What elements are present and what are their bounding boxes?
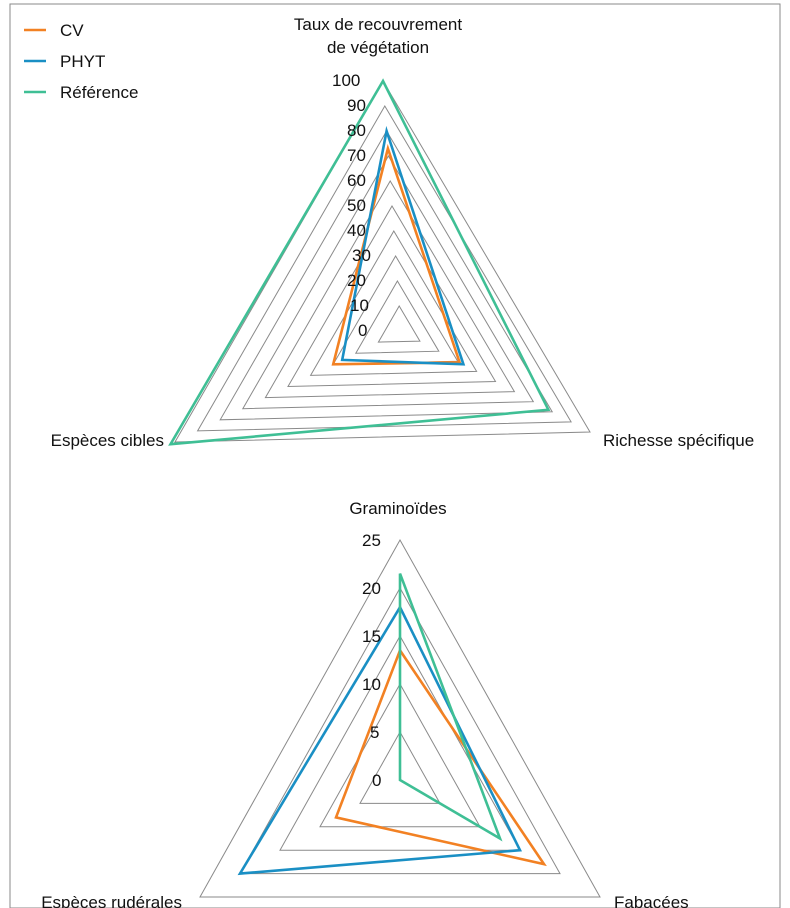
legend-label-cv: CV: [60, 21, 84, 40]
tick-label: 30: [352, 246, 371, 265]
axis-label-especes-ruderales: Espèces rudérales: [41, 893, 182, 908]
grid-ring: [241, 155, 535, 410]
radar-tick-labels: 0 5 10 15 20 25: [362, 531, 381, 790]
legend-item-phyt: PHYT: [24, 52, 105, 71]
axis-label-especes-cibles: Espèces cibles: [51, 431, 164, 450]
tick-label: 20: [347, 271, 366, 290]
radar-tick-labels: 0 10 20 30 40 50 60 70 80 90 100: [332, 71, 371, 340]
tick-label: 50: [347, 196, 366, 215]
tick-label: 0: [358, 321, 367, 340]
axis-label-richesse-specifique: Richesse spécifique: [603, 431, 754, 450]
legend-item-cv: CV: [24, 21, 84, 40]
tick-label: 90: [347, 96, 366, 115]
tick-label: 20: [362, 579, 381, 598]
tick-label: 10: [362, 675, 381, 694]
tick-label: 80: [347, 121, 366, 140]
axis-label-taux-de-recouvrement-de-vegetation: Taux de recouvrement: [294, 15, 462, 34]
tick-label: 40: [347, 221, 366, 240]
grid-ring: [264, 180, 516, 399]
legend-label-reference: Référence: [60, 83, 138, 102]
tick-label: 70: [347, 146, 366, 165]
grid-ring: [377, 305, 421, 343]
grid-ring: [359, 730, 441, 804]
tick-label: 0: [372, 771, 381, 790]
series-line-phyt: [340, 125, 466, 366]
grid-ring: [219, 130, 554, 421]
axis-label-fabacees: Fabacées: [614, 893, 689, 908]
tick-label: 15: [362, 627, 381, 646]
axis-label-taux-de-recouvrement-de-vegetation: de végétation: [327, 38, 429, 57]
radar-series-group: [237, 573, 547, 876]
grid-ring: [239, 586, 561, 875]
radar-chart-2: 0 5 10 15 20 25 Graminoïdes Fabacées Espèces rud…: [41, 499, 688, 908]
tick-label: 10: [350, 296, 369, 315]
series-line-cv: [331, 143, 462, 366]
series-line-cv: [334, 647, 547, 867]
tick-label: 25: [362, 531, 381, 550]
series-line-reference: [398, 573, 503, 842]
radar-axis-labels: Taux de recouvrement de végétation Richess…: [51, 15, 755, 450]
radar-grid: [174, 80, 591, 443]
legend: CV PHYT Référence: [24, 21, 138, 102]
figure-frame: [9, 3, 781, 908]
grid-ring: [287, 205, 497, 388]
grid-ring: [196, 105, 572, 432]
radar-axis-labels: Graminoïdes Fabacées Espèces rudérales: [41, 499, 688, 908]
legend-item-reference: Référence: [24, 83, 138, 102]
series-line-reference: [168, 78, 551, 446]
legend-label-phyt: PHYT: [60, 52, 105, 71]
grid-ring: [279, 634, 521, 851]
tick-label: 100: [332, 71, 360, 90]
grid-ring: [174, 80, 591, 443]
radar-series-group: [168, 78, 551, 446]
tick-label: 60: [347, 171, 366, 190]
axis-label-graminoides: Graminoïdes: [349, 499, 446, 518]
series-line-phyt: [237, 604, 523, 876]
grid-ring: [354, 280, 440, 354]
grid-ring: [199, 538, 601, 898]
tick-label: 5: [370, 723, 379, 742]
